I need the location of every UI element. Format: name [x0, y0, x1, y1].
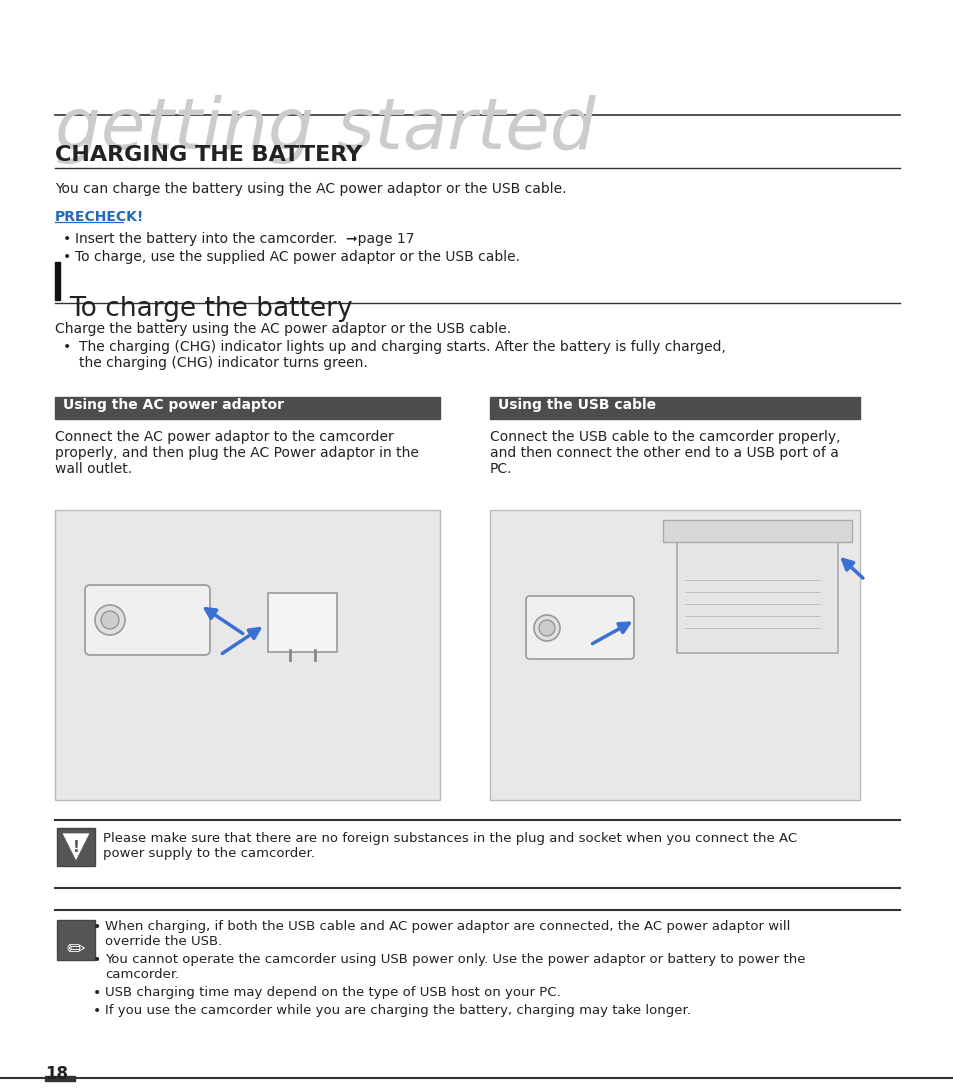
Text: PRECHECK!: PRECHECK! [55, 209, 144, 224]
Text: You cannot operate the camcorder using USB power only. Use the power adaptor or : You cannot operate the camcorder using U… [105, 954, 804, 981]
FancyBboxPatch shape [268, 594, 336, 652]
Text: Please make sure that there are no foreign substances in the plug and socket whe: Please make sure that there are no forei… [103, 832, 797, 860]
Bar [45, 1076, 75, 1081]
Text: Using the USB cable: Using the USB cable [497, 398, 656, 412]
Circle shape [101, 611, 119, 630]
Text: When charging, if both the USB cable and AC power adaptor are connected, the AC : When charging, if both the USB cable and… [105, 920, 789, 948]
FancyBboxPatch shape [55, 509, 439, 800]
Bar [55, 262, 60, 300]
Circle shape [534, 615, 559, 642]
Text: •: • [63, 250, 71, 264]
Bar [57, 828, 95, 866]
Text: Insert the battery into the camcorder.  ➞page 17: Insert the battery into the camcorder. ➞… [75, 232, 414, 245]
Text: ✏: ✏ [67, 940, 85, 960]
Text: •: • [92, 1004, 101, 1018]
FancyBboxPatch shape [677, 537, 837, 654]
Text: CHARGING THE BATTERY: CHARGING THE BATTERY [55, 145, 362, 165]
Text: To charge, use the supplied AC power adaptor or the USB cable.: To charge, use the supplied AC power ada… [75, 250, 519, 264]
Text: Connect the AC power adaptor to the camcorder
properly, and then plug the AC Pow: Connect the AC power adaptor to the camc… [55, 430, 418, 477]
Text: Connect the USB cable to the camcorder properly,
and then connect the other end : Connect the USB cable to the camcorder p… [490, 430, 840, 477]
FancyBboxPatch shape [490, 509, 859, 800]
Text: •: • [92, 954, 101, 967]
Polygon shape [62, 834, 90, 861]
Text: To charge the battery: To charge the battery [69, 296, 353, 322]
Bar [57, 920, 95, 960]
Text: Charge the battery using the AC power adaptor or the USB cable.: Charge the battery using the AC power ad… [55, 322, 511, 336]
Text: If you use the camcorder while you are charging the battery, charging may take l: If you use the camcorder while you are c… [105, 1004, 690, 1017]
Text: You can charge the battery using the AC power adaptor or the USB cable.: You can charge the battery using the AC … [55, 182, 566, 196]
Text: •: • [92, 986, 101, 1000]
Text: USB charging time may depend on the type of USB host on your PC.: USB charging time may depend on the type… [105, 986, 560, 999]
Circle shape [95, 606, 125, 635]
Text: •: • [63, 340, 71, 353]
Text: 18: 18 [45, 1065, 68, 1083]
Circle shape [538, 620, 555, 636]
FancyBboxPatch shape [85, 585, 210, 655]
Text: •: • [92, 920, 101, 934]
Text: !: ! [72, 839, 79, 854]
Text: Using the AC power adaptor: Using the AC power adaptor [63, 398, 284, 412]
Text: getting started: getting started [55, 95, 595, 164]
Text: •: • [63, 232, 71, 245]
Text: The charging (CHG) indicator lights up and charging starts. After the battery is: The charging (CHG) indicator lights up a… [79, 340, 725, 370]
FancyBboxPatch shape [525, 596, 634, 659]
Bar [55, 397, 439, 419]
FancyBboxPatch shape [662, 520, 851, 542]
Bar [490, 397, 859, 419]
